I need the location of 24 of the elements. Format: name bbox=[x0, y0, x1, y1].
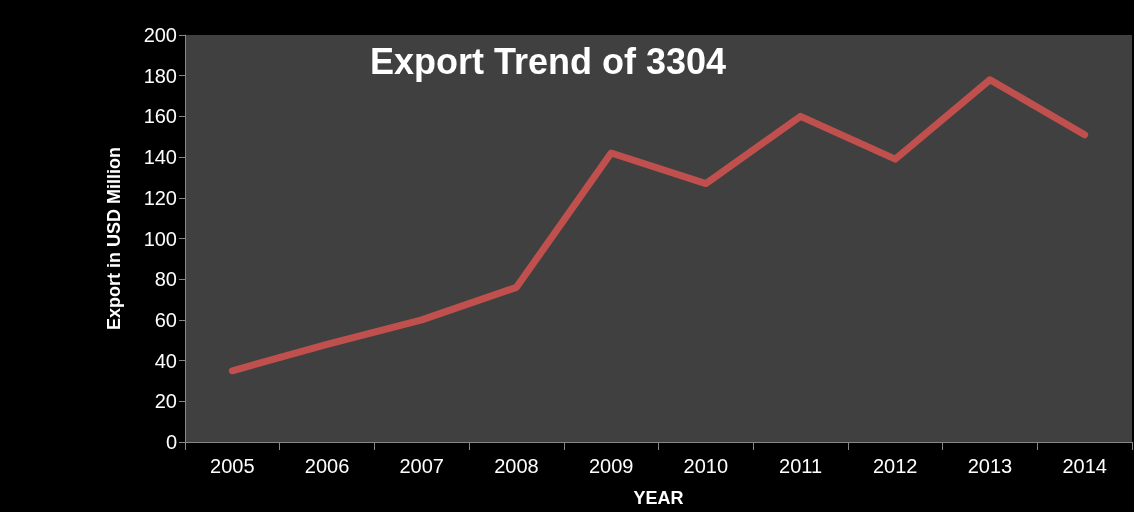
x-tick-label: 2008 bbox=[494, 455, 539, 477]
y-tick-label: 80 bbox=[154, 268, 177, 291]
x-tick-label: 2012 bbox=[873, 455, 918, 477]
y-tick-label: 120 bbox=[143, 186, 177, 209]
y-tick-label: 60 bbox=[154, 308, 177, 331]
y-tick-label: 0 bbox=[165, 431, 177, 453]
y-tick-label: 100 bbox=[143, 227, 177, 250]
y-tick-label: 40 bbox=[154, 349, 177, 372]
x-tick-label: 2005 bbox=[210, 455, 255, 477]
y-tick-label: 180 bbox=[143, 64, 177, 87]
y-tick-label: 20 bbox=[154, 390, 177, 413]
x-tick-label: 2010 bbox=[683, 455, 729, 477]
y-tick-label: 200 bbox=[143, 24, 177, 46]
x-tick-label: 2009 bbox=[588, 455, 634, 477]
x-tick-label: 2011 bbox=[779, 455, 823, 477]
x-tick-label: 2006 bbox=[304, 455, 350, 477]
y-tick-label: 160 bbox=[143, 105, 177, 128]
x-tick-label: 2013 bbox=[967, 455, 1013, 477]
chart-title: Export Trend of 3304 bbox=[370, 40, 727, 82]
x-tick-label: 2007 bbox=[399, 455, 444, 477]
x-tick-label: 2014 bbox=[1062, 455, 1107, 477]
y-axis-title: Export in USD Million bbox=[104, 147, 124, 330]
x-axis-title: YEAR bbox=[633, 488, 684, 508]
y-tick-label: 140 bbox=[143, 146, 177, 169]
